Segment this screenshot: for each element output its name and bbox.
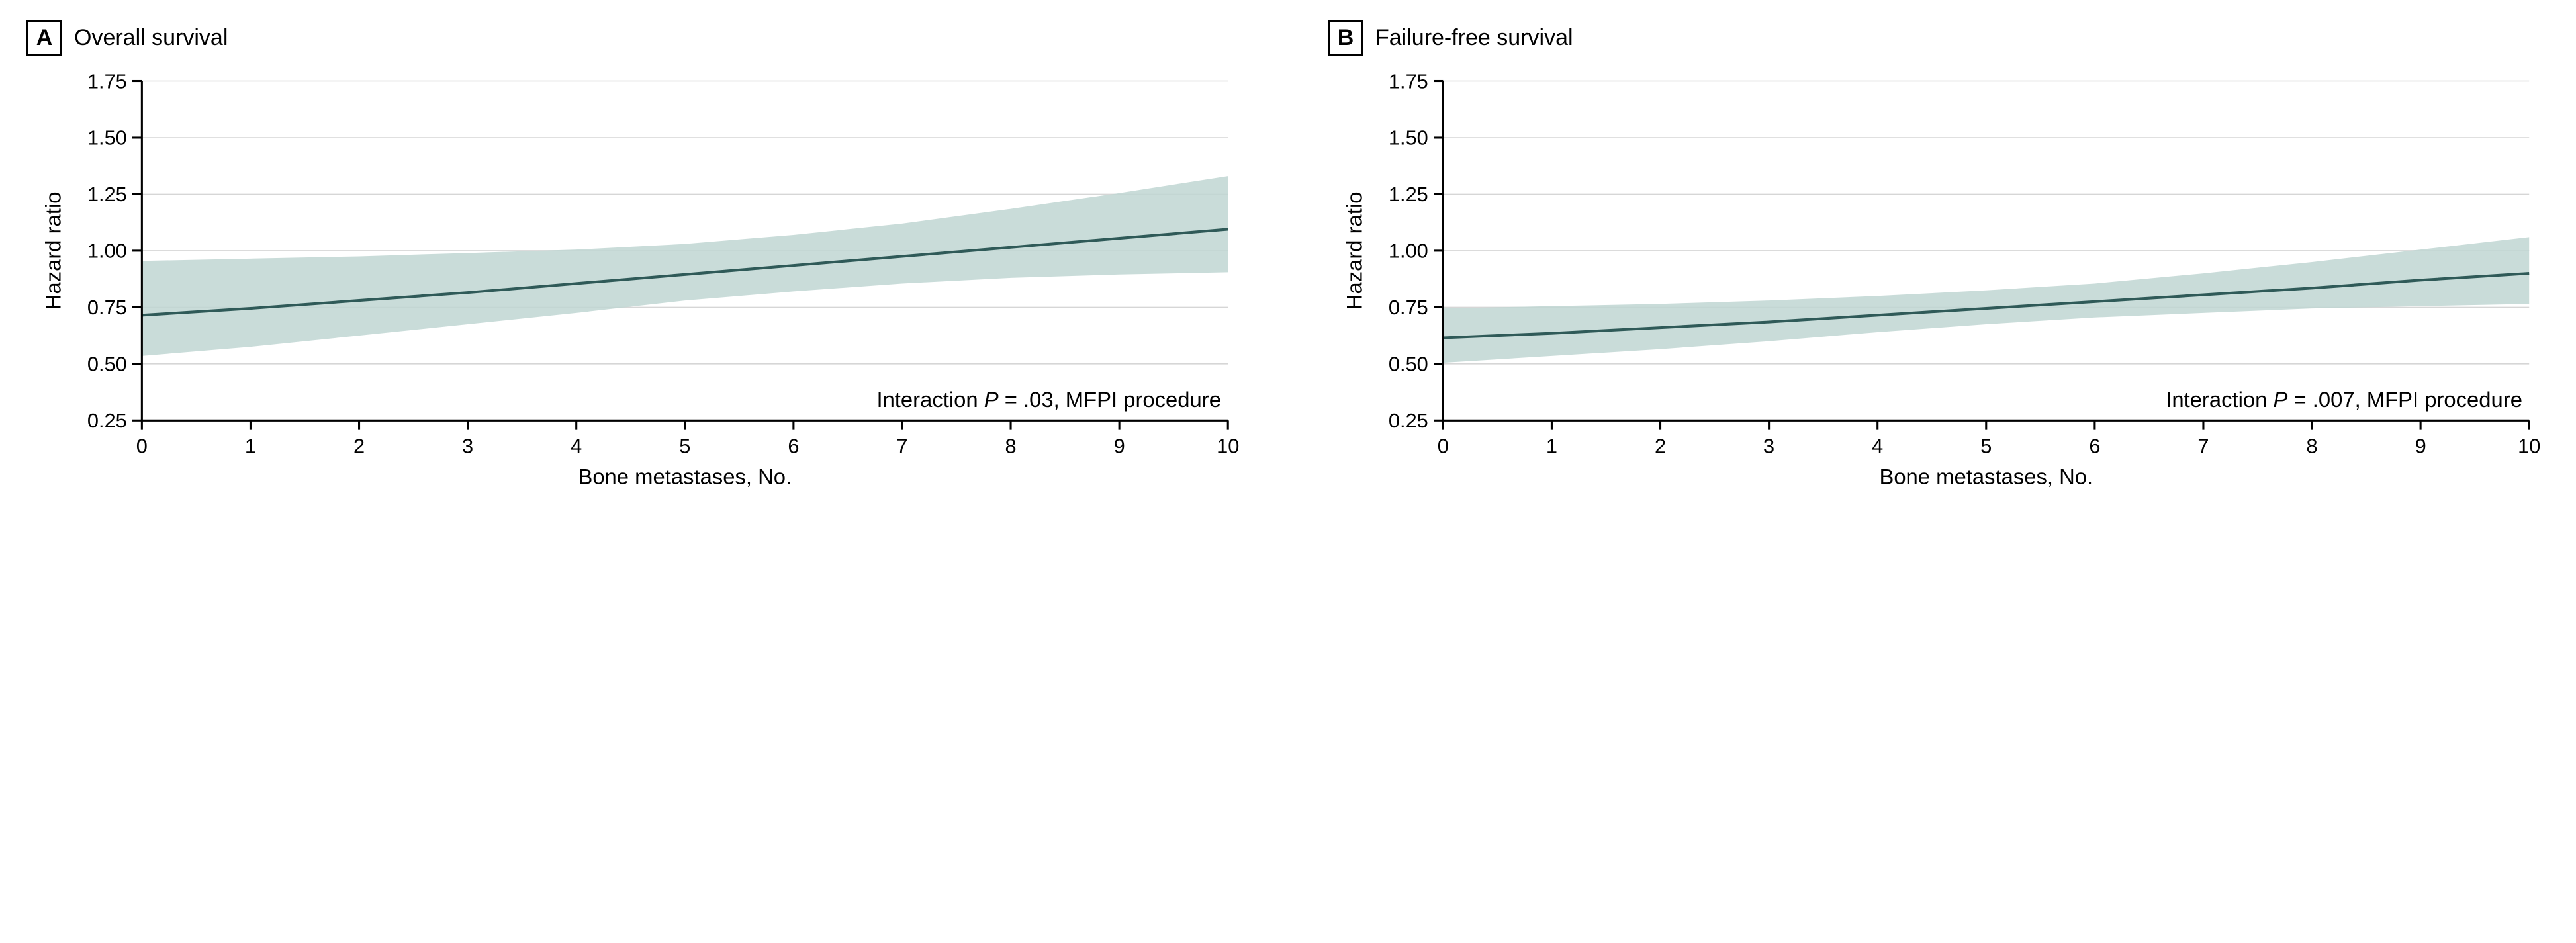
y-tick-label: 0.25 xyxy=(87,409,127,432)
x-tick-label: 4 xyxy=(571,435,582,458)
x-tick-label: 0 xyxy=(1438,435,1449,458)
x-tick-label: 2 xyxy=(353,435,365,458)
y-axis-label: Hazard ratio xyxy=(40,192,65,310)
x-tick-label: 4 xyxy=(1872,435,1883,458)
x-axis-label: Bone metastases, No. xyxy=(578,465,792,489)
panel-b-title: Failure-free survival xyxy=(1375,25,1573,51)
panel-b: B Failure-free survival 0 1 2 3 4 5 6 7 8 9 10 0.25… xyxy=(1328,20,2550,502)
panel-b-header: B Failure-free survival xyxy=(1328,20,2550,56)
panel-a-letter: A xyxy=(26,20,62,56)
confidence-band xyxy=(142,176,1228,356)
x-tick-label: 3 xyxy=(1763,435,1774,458)
panel-b-letter: B xyxy=(1328,20,1363,56)
x-tick-label: 5 xyxy=(1980,435,1992,458)
panel-a-title: Overall survival xyxy=(74,25,228,51)
y-tick-label: 0.75 xyxy=(1389,296,1428,319)
x-tick-label: 0 xyxy=(136,435,148,458)
y-tick-label: 0.75 xyxy=(87,296,127,319)
y-tick-label: 1.75 xyxy=(87,69,127,93)
x-tick-label: 8 xyxy=(2306,435,2317,458)
y-tick-label: 0.50 xyxy=(1389,353,1428,376)
x-tick-label: 8 xyxy=(1005,435,1016,458)
y-tick-label: 1.00 xyxy=(1389,240,1428,263)
y-tick-label: 1.50 xyxy=(87,126,127,150)
x-tick-label: 7 xyxy=(2197,435,2209,458)
interaction-annotation: Interaction P = .007, MFPI procedure xyxy=(2166,387,2522,412)
confidence-band xyxy=(1443,237,2529,363)
y-tick-label: 0.25 xyxy=(1389,409,1428,432)
x-tick-label: 7 xyxy=(896,435,907,458)
x-tick-label: 1 xyxy=(1546,435,1557,458)
y-tick-label: 1.25 xyxy=(87,183,127,206)
x-tick-label: 1 xyxy=(245,435,256,458)
panel-a: A Overall survival 0123456789100.250.500… xyxy=(26,20,1248,502)
x-tick-label: 2 xyxy=(1655,435,1666,458)
interaction-annotation: Interaction P = .03, MFPI procedure xyxy=(876,387,1221,412)
x-tick-label: 6 xyxy=(788,435,799,458)
y-tick-label: 1.25 xyxy=(1389,183,1428,206)
panel-a-chart: 0 1 2 3 4 5 6 7 8 9 10 0.25 0.50 0.75 1.00 1.25 1.50 1.75… xyxy=(26,67,1248,502)
x-tick-label: 5 xyxy=(679,435,690,458)
x-tick-label: 10 xyxy=(2518,435,2540,458)
y-tick-label: 1.00 xyxy=(87,240,127,263)
panel-b-chart: 0 1 2 3 4 5 6 7 8 9 10 0.25 0.50 0.75 1.00 1.25 1.50 1.75… xyxy=(1328,67,2550,502)
x-tick-label: 6 xyxy=(2089,435,2100,458)
x-tick-label: 9 xyxy=(1114,435,1125,458)
panel-a-header: A Overall survival xyxy=(26,20,1248,56)
x-tick-label: 3 xyxy=(462,435,473,458)
y-axis-label: Hazard ratio xyxy=(1342,192,1366,310)
figure-container: A Overall survival 0123456789100.250.500… xyxy=(0,0,2576,521)
x-axis-label: Bone metastases, No. xyxy=(1879,465,2093,489)
y-tick-label: 0.50 xyxy=(87,353,127,376)
y-tick-label: 1.50 xyxy=(1389,126,1428,150)
x-tick-label: 9 xyxy=(2415,435,2426,458)
y-tick-label: 1.75 xyxy=(1389,69,1428,93)
x-tick-label: 10 xyxy=(1217,435,1239,458)
